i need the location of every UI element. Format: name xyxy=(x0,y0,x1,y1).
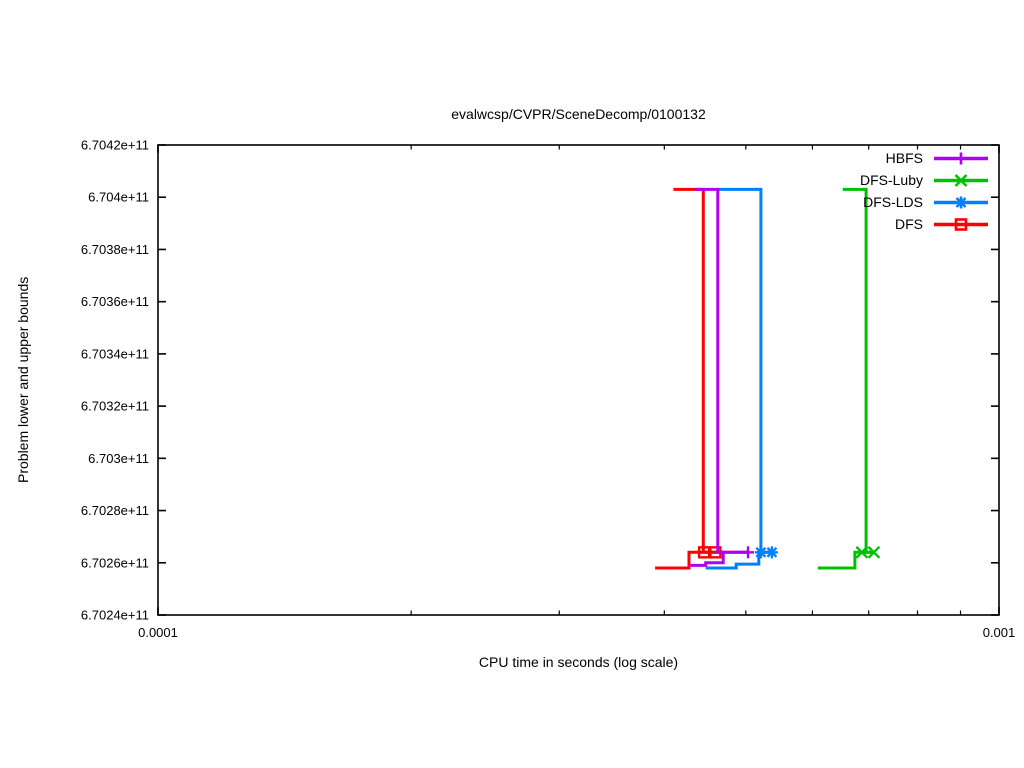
x-axis-label: CPU time in seconds (log scale) xyxy=(478,654,679,670)
legend-item-hbfs: HBFS xyxy=(860,150,990,167)
legend-sample-line-dfs-luby xyxy=(934,174,988,187)
legend-sample-line-dfs xyxy=(934,218,988,231)
legend-label-dfs-luby: DFS-Luby xyxy=(859,172,923,188)
svg-text:6.7036e+11: 6.7036e+11 xyxy=(81,294,149,309)
legend-sample-line-dfs-lds xyxy=(934,196,988,209)
svg-text:0.0001: 0.0001 xyxy=(138,625,178,640)
chart-title: evalwcsp/CVPR/SceneDecomp/0100132 xyxy=(451,106,706,122)
legend-item-dfs-luby: DFS-Luby xyxy=(860,172,990,189)
svg-text:6.7032e+11: 6.7032e+11 xyxy=(81,399,149,414)
svg-text:0.001: 0.001 xyxy=(983,625,1016,640)
legend-item-dfs: DFS xyxy=(860,216,990,233)
svg-text:6.704e+11: 6.704e+11 xyxy=(88,190,149,205)
legend-label-hbfs: HBFS xyxy=(885,150,923,166)
legend-item-dfs-lds: DFS-LDS xyxy=(860,194,990,211)
svg-text:6.7026e+11: 6.7026e+11 xyxy=(81,555,149,570)
svg-text:6.7042e+11: 6.7042e+11 xyxy=(81,138,149,153)
legend-sample-line-hbfs xyxy=(934,152,988,165)
svg-text:6.7024e+11: 6.7024e+11 xyxy=(81,608,149,623)
svg-text:6.7038e+11: 6.7038e+11 xyxy=(81,242,149,257)
legend-label-dfs-lds: DFS-LDS xyxy=(863,194,923,210)
svg-text:6.7028e+11: 6.7028e+11 xyxy=(81,503,149,518)
legend-label-dfs: DFS xyxy=(895,216,923,232)
svg-text:6.7034e+11: 6.7034e+11 xyxy=(81,346,149,361)
legend: HBFS DFS-Luby DFS-LDS DFS xyxy=(860,150,990,233)
svg-text:6.703e+11: 6.703e+11 xyxy=(88,451,149,466)
